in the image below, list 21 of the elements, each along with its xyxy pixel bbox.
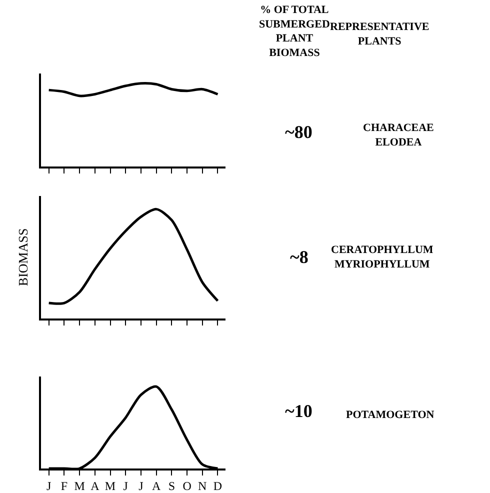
text: ~8 xyxy=(290,247,308,267)
x-tick-label: M xyxy=(74,478,86,493)
x-tick-label: J xyxy=(123,478,128,493)
x-tick-label: A xyxy=(152,478,161,493)
text: CERATOPHYLLUM MYRIOPHYLLUM xyxy=(331,244,434,270)
text: ~10 xyxy=(285,401,312,421)
x-tick-label: M xyxy=(104,478,116,493)
x-tick-label: D xyxy=(213,478,222,493)
text: % OF TOTAL SUBMERGED PLANT BIOMASS xyxy=(259,4,330,59)
y-axis-title: BIOMASS xyxy=(16,228,31,286)
x-tick-label: A xyxy=(90,478,100,493)
x-tick-label: O xyxy=(182,478,192,493)
x-tick-label: J xyxy=(46,478,52,493)
text: ~80 xyxy=(285,122,312,142)
text: CHARACEAE ELODEA xyxy=(363,122,434,148)
x-tick-label: S xyxy=(168,478,176,493)
x-tick-label: J xyxy=(138,478,144,493)
x-tick-label: N xyxy=(198,478,208,493)
text: REPRESENTATIVE PLANTS xyxy=(330,21,430,48)
text: POTAMOGETON xyxy=(346,409,434,421)
x-tick-label: F xyxy=(60,478,68,493)
